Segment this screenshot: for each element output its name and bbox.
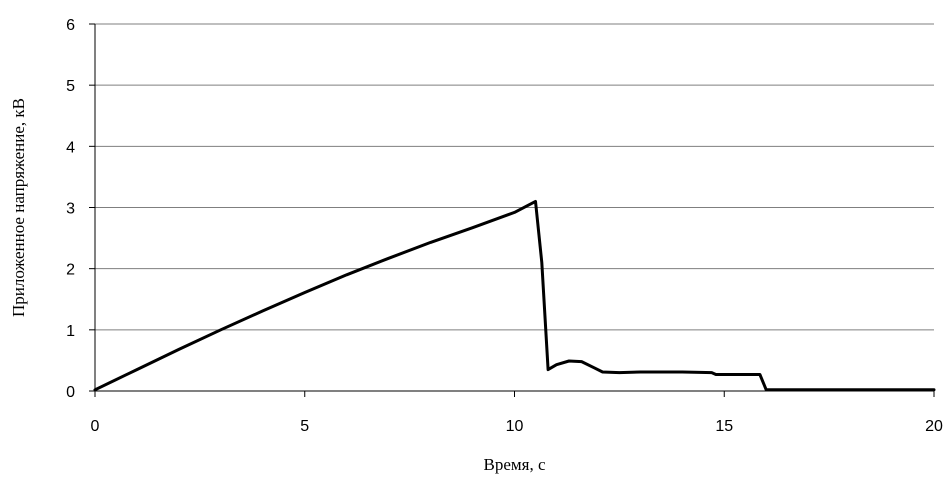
y-ticks: 0 1 2 3 4 5 6 xyxy=(66,17,95,401)
series-line-0 xyxy=(93,199,936,392)
x-tick-label-20: 20 xyxy=(925,418,943,435)
x-ticks: 0 5 10 15 20 xyxy=(91,391,943,435)
y-tick-label-5: 5 xyxy=(66,78,75,95)
x-tick-label-5: 5 xyxy=(300,418,309,435)
x-tick-label-10: 10 xyxy=(506,418,524,435)
x-tick-label-15: 15 xyxy=(715,418,733,435)
x-axis-title: Время, с xyxy=(483,455,545,474)
y-tick-label-2: 2 xyxy=(66,262,75,279)
y-axis-title: Приложенное напряжение, кВ xyxy=(9,98,28,317)
y-tick-label-1: 1 xyxy=(66,323,75,340)
gridlines xyxy=(95,23,934,331)
y-tick-label-3: 3 xyxy=(66,201,75,218)
series xyxy=(93,199,936,392)
y-tick-label-4: 4 xyxy=(66,139,75,156)
x-tick-label-0: 0 xyxy=(91,418,100,435)
y-tick-label-0: 0 xyxy=(66,384,75,401)
y-tick-label-6: 6 xyxy=(66,17,75,34)
